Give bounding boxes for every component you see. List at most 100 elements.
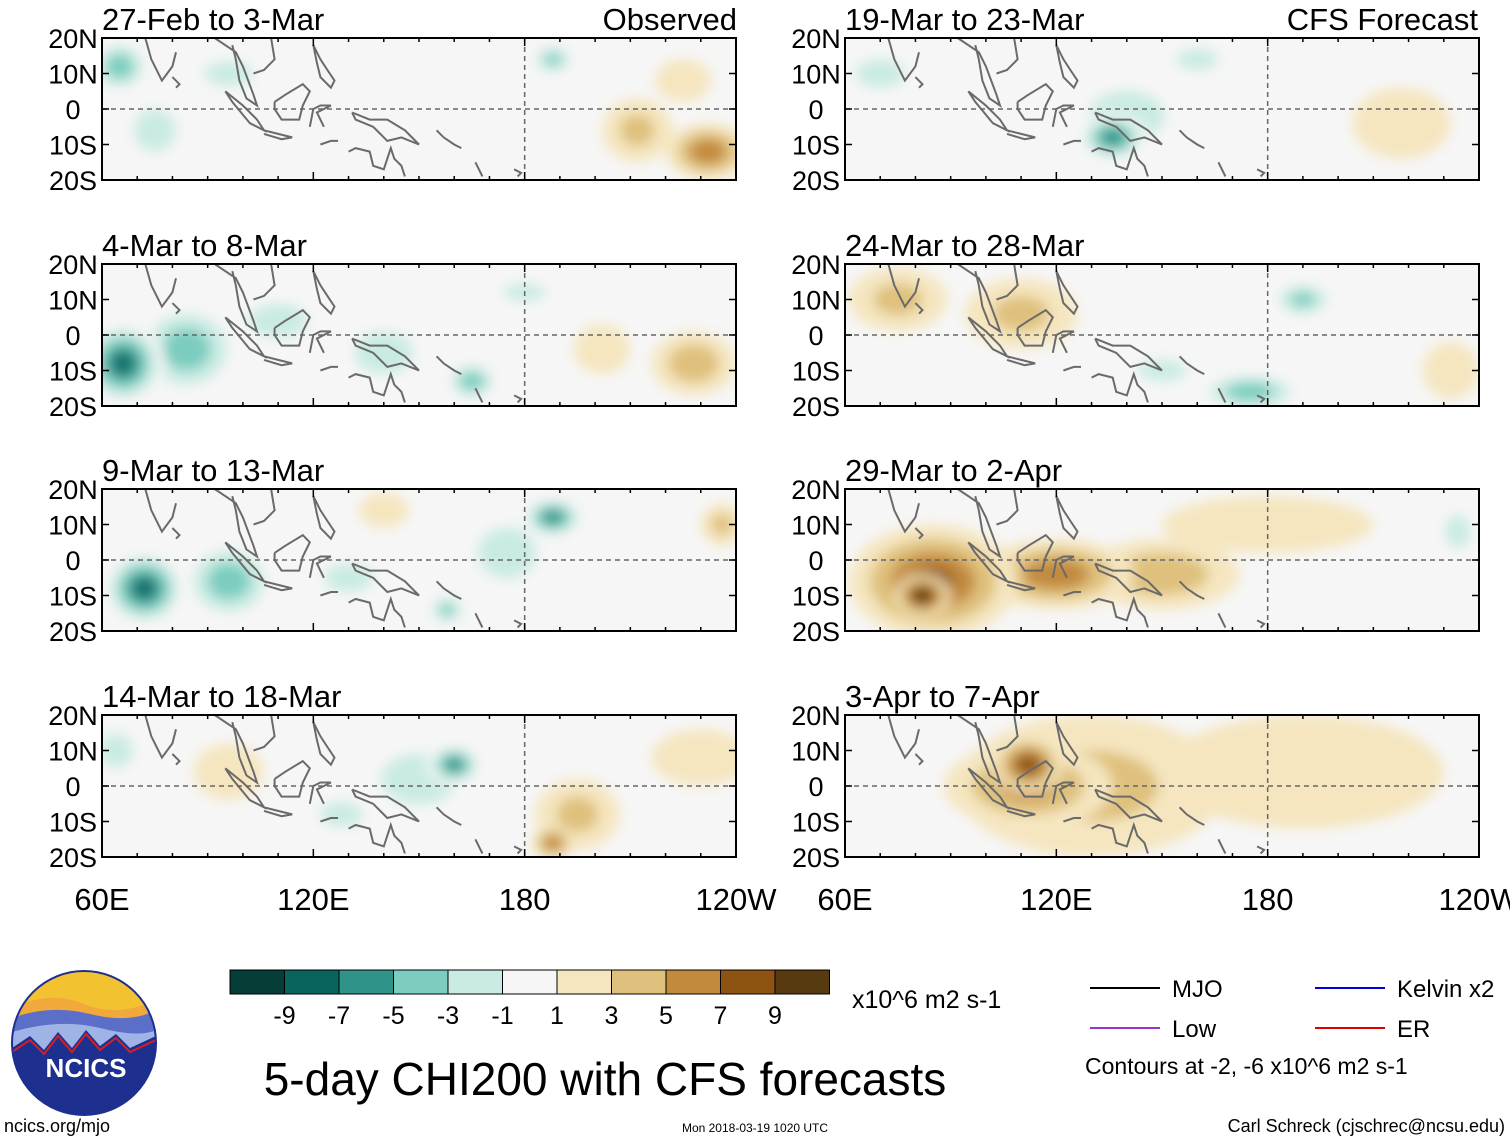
anomaly-shade (914, 589, 931, 602)
lat-tick-label: 10S (792, 131, 840, 161)
coastline (273, 759, 312, 798)
colorbar-tick-label: -5 (382, 1002, 404, 1030)
anomaly-shade (1023, 558, 1090, 590)
coastline (1051, 104, 1075, 128)
coastline (320, 591, 338, 597)
coastline (308, 104, 332, 128)
anomaly-shade (943, 101, 1029, 159)
lat-tick-label: 10N (791, 286, 841, 316)
colorbar-swatch (229, 969, 285, 995)
coastline (513, 394, 523, 404)
coastline (1091, 144, 1149, 177)
lat-tick-label: 20S (49, 843, 97, 873)
panel-period-label: 29-Mar to 2-Apr (845, 453, 1062, 488)
coastline (1055, 721, 1079, 767)
coastline (171, 76, 181, 89)
lat-tick-label: 10S (49, 357, 97, 387)
anomaly-shade (543, 835, 562, 851)
legend-label: ER (1397, 1016, 1430, 1043)
coastline (435, 355, 462, 375)
colorbar-tick-label: -1 (491, 1002, 513, 1030)
map-panel: 20N 10N 0 10S 20S 3-Apr to 7-Apr 60E 120E 180 120… (791, 679, 1510, 917)
colorbar-tick-label: -7 (328, 1002, 350, 1030)
coastline (214, 489, 259, 559)
panel-period-label: 27-Feb to 3-Mar (102, 2, 324, 37)
anomaly-shade (1291, 292, 1315, 307)
panel-period-label: 19-Mar to 23-Mar (845, 2, 1084, 37)
lat-tick-label: 10N (48, 286, 98, 316)
coastline (1094, 788, 1163, 823)
coastline (957, 489, 1002, 559)
lat-tick-label: 0 (65, 546, 80, 576)
anomaly-shade (556, 796, 599, 833)
coastline (171, 527, 181, 540)
coastline (1016, 759, 1055, 798)
observed-label: Observed (603, 2, 737, 37)
lat-tick-label: 20S (792, 392, 840, 422)
coastline (171, 302, 181, 315)
coastline (1063, 139, 1081, 146)
coastline (996, 715, 1019, 752)
lat-tick-label: 20S (49, 617, 97, 647)
coastline (351, 788, 420, 823)
coastline (312, 270, 336, 316)
lat-tick-label: 20S (792, 617, 840, 647)
coastline (887, 489, 920, 534)
coastline (996, 489, 1019, 526)
coastline (435, 580, 462, 600)
coastline (1051, 781, 1075, 805)
coastline (996, 264, 1019, 301)
website-link[interactable]: ncics.org/mjo (4, 1116, 110, 1136)
coastline (273, 308, 312, 347)
coastline (1217, 838, 1227, 854)
lat-tick-label: 10S (49, 582, 97, 612)
coastline (308, 555, 332, 579)
colorbar-swatch (338, 969, 394, 995)
coastline (308, 781, 332, 805)
coastline (1055, 44, 1079, 90)
coastline (513, 845, 523, 855)
coastline (348, 595, 406, 628)
ncics-logo[interactable]: NCICS (11, 970, 157, 1120)
anomaly-shade (1016, 755, 1040, 775)
lat-tick-label: 20N (48, 24, 98, 54)
panel-period-label: 9-Mar to 13-Mar (102, 453, 324, 488)
panel-period-label: 3-Apr to 7-Apr (845, 679, 1040, 714)
lat-tick-label: 0 (65, 772, 80, 802)
anomaly-shade (106, 54, 134, 79)
coastline (312, 721, 336, 767)
lat-tick-label: 20N (791, 701, 841, 731)
coastline (144, 489, 177, 534)
coastline (1063, 817, 1081, 823)
coastline (996, 38, 1019, 75)
coastline (1006, 806, 1036, 818)
lat-tick-label: 0 (808, 321, 823, 351)
panel-period-label: 14-Mar to 18-Mar (102, 679, 341, 714)
coastline (351, 562, 420, 597)
anomaly-shade (440, 603, 455, 616)
colorbar-swatch (447, 969, 503, 995)
coastline (1178, 355, 1205, 375)
anomaly-shade (248, 303, 308, 338)
colorbar-swatch (611, 969, 667, 995)
coastline (308, 330, 332, 354)
figure-title: 5-day CHI200 with CFS forecasts (264, 1053, 947, 1105)
colorbar-swatch (502, 969, 558, 995)
coastline (348, 821, 406, 854)
colorbar-swatch (774, 969, 830, 995)
anomaly-shade (1100, 129, 1125, 146)
lat-tick-label: 20S (792, 166, 840, 196)
coastline (253, 715, 276, 752)
coastline (435, 129, 462, 149)
coastline (957, 38, 1002, 108)
anomaly-shade (1162, 715, 1444, 829)
lat-tick-label: 10S (49, 808, 97, 838)
coastline (1094, 337, 1163, 372)
anomaly-shade (320, 801, 363, 828)
coastline (273, 82, 312, 121)
coastline (887, 715, 920, 760)
colorbar-tick-label: -9 (273, 1002, 295, 1030)
colorbar-swatch (393, 969, 449, 995)
